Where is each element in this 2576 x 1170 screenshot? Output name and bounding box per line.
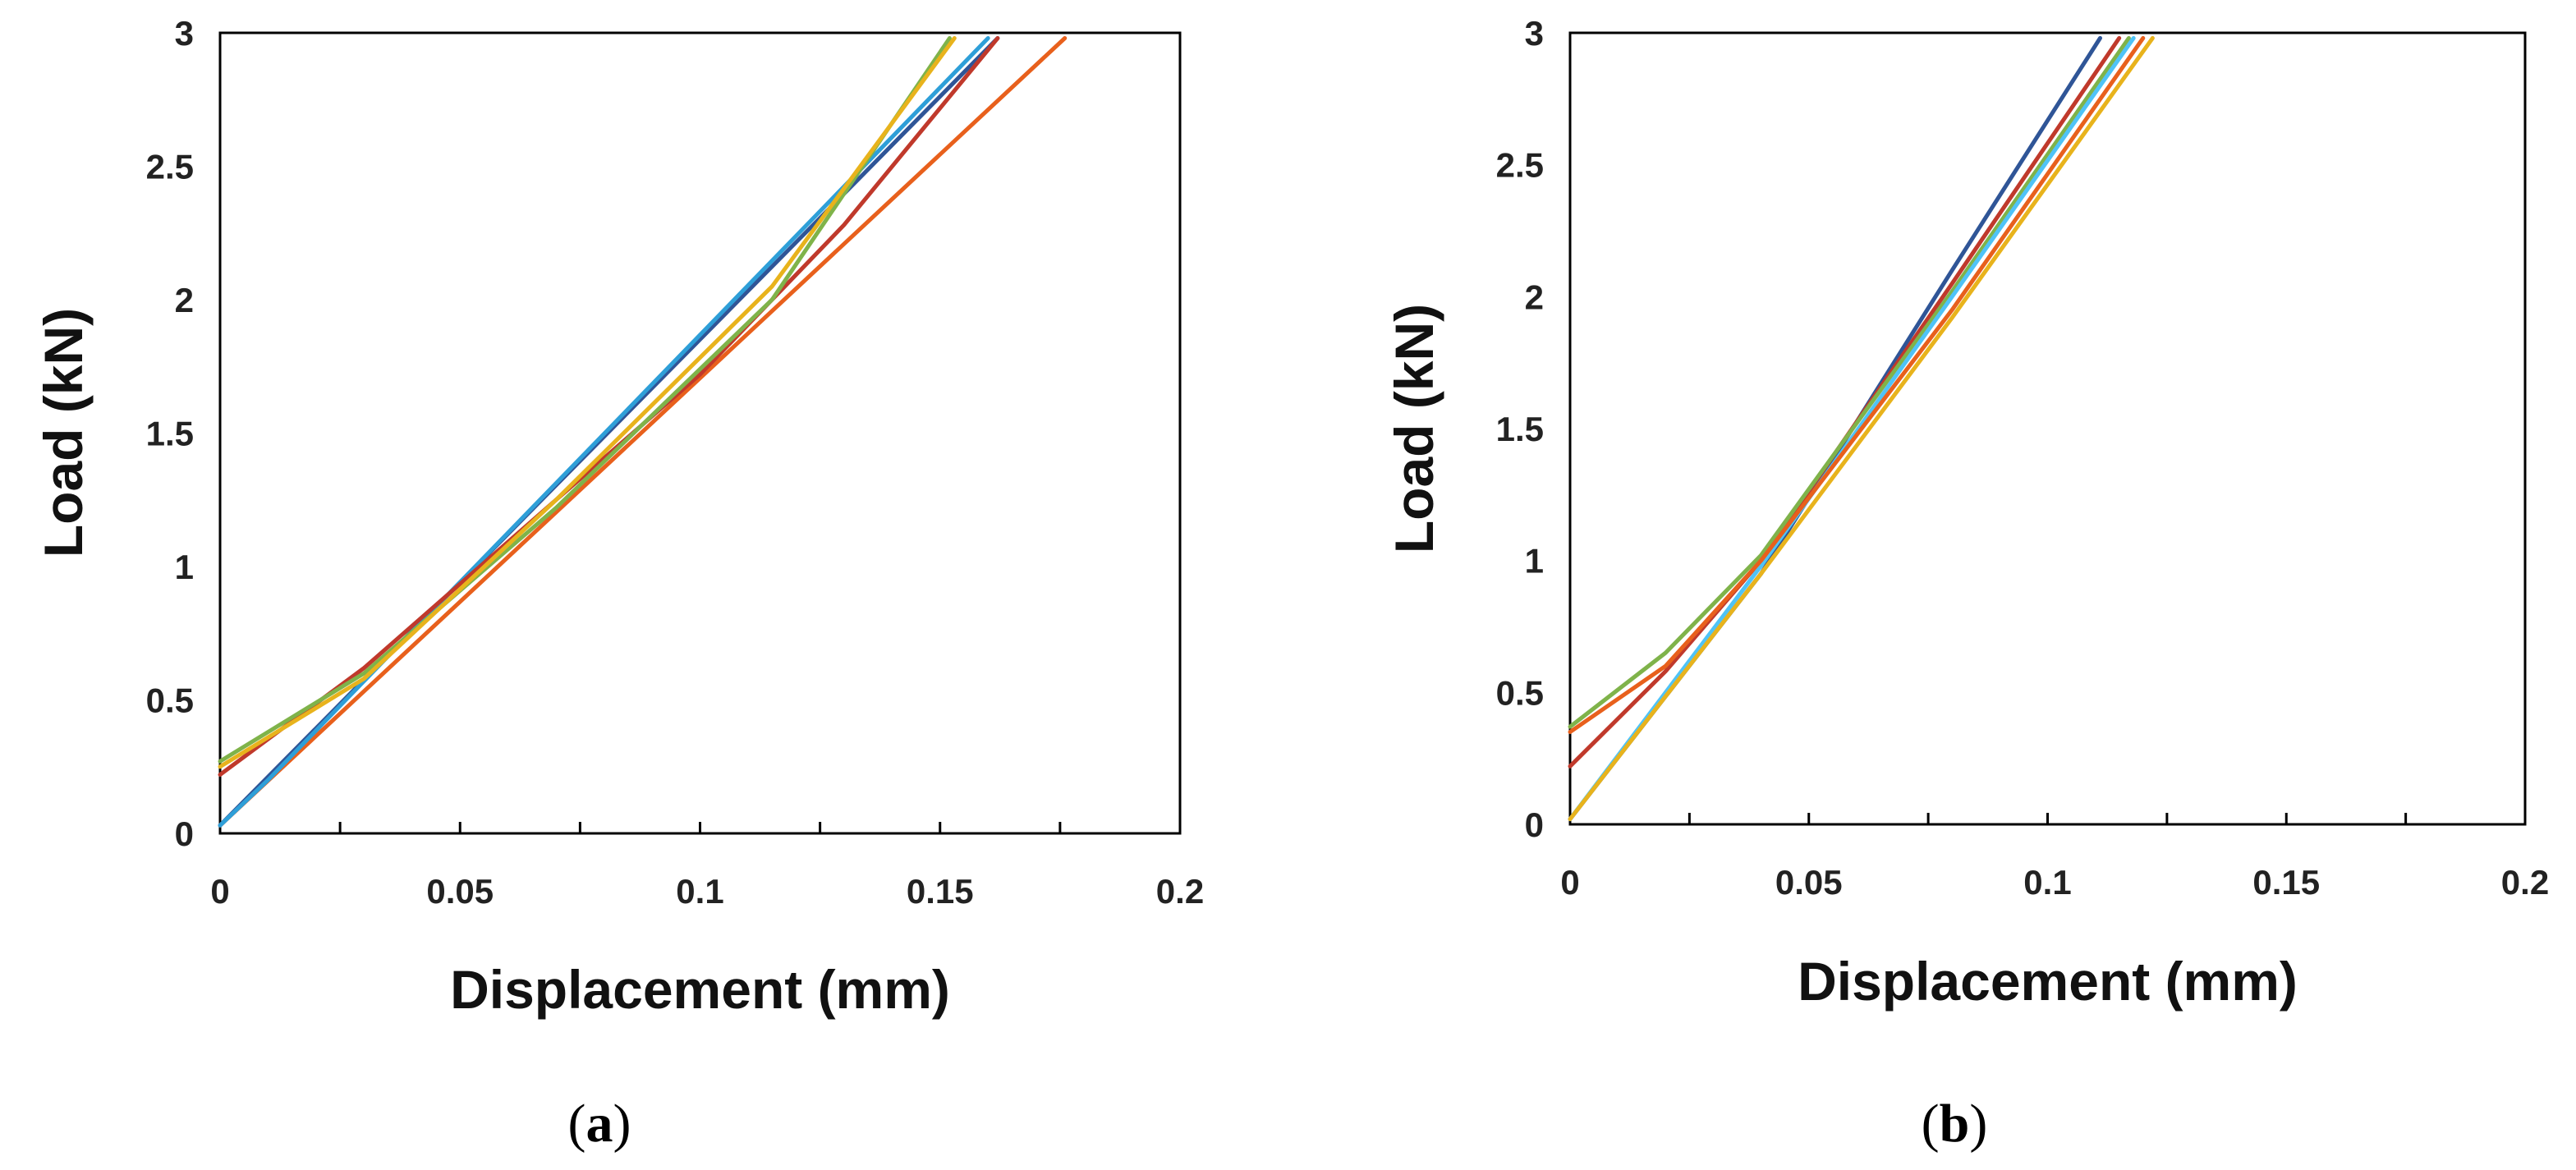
y-tick-label: 3 — [1525, 14, 1544, 53]
x-tick-label: 0.1 — [2023, 863, 2071, 902]
y-tick-label: 2 — [1525, 278, 1544, 316]
y-tick-label: 0 — [175, 814, 194, 853]
x-tick-label: 0.2 — [1156, 872, 1204, 911]
panel-caption-letter: b — [1940, 1094, 1970, 1154]
y-axis-title: Load (kN) — [33, 308, 94, 557]
y-tick-label: 0.5 — [1496, 673, 1544, 712]
y-tick-label: 0.5 — [146, 681, 194, 720]
y-tick-label: 1 — [175, 548, 194, 586]
series-line-2 — [1568, 35, 2122, 769]
panel-caption-letter: a — [586, 1094, 613, 1154]
x-axis-title: Displacement (mm) — [1798, 951, 2298, 1012]
y-tick-label: 1 — [1525, 542, 1544, 580]
x-tick-label: 0.1 — [676, 872, 723, 911]
x-tick-label: 0.2 — [2501, 863, 2549, 902]
y-tick-label: 2.5 — [1496, 146, 1544, 185]
x-tick-label: 0.15 — [907, 872, 974, 911]
chart-a: 0 0.05 0.1 0.15 0.2 0 0.5 1 1.5 2 2.5 3 Displacement… — [33, 14, 1204, 1154]
y-tick-label: 1.5 — [146, 415, 194, 453]
panel-caption: (b) — [1922, 1094, 1988, 1154]
y-tick-label: 0 — [1525, 805, 1544, 844]
chart-b: 0 0.05 0.1 0.15 0.2 0 0.5 1 1.5 2 2.5 3 Displacement… — [1384, 14, 2549, 1154]
y-tick-label: 2 — [175, 281, 194, 319]
series-line-5 — [1568, 35, 2146, 734]
x-axis-title: Displacement (mm) — [450, 959, 950, 1020]
series-line-3 — [218, 36, 990, 828]
y-tick-label: 2.5 — [146, 148, 194, 186]
y-tick-label: 3 — [175, 14, 194, 53]
x-tick-label: 0 — [210, 872, 229, 911]
y-axis-title: Load (kN) — [1384, 304, 1444, 553]
plot-frame — [218, 31, 1182, 835]
series-line-1 — [1568, 35, 2102, 822]
x-tick-label: 0.15 — [2252, 863, 2320, 902]
panel-caption: (a) — [568, 1094, 631, 1154]
series-line-3 — [1568, 35, 2131, 729]
x-tick-label: 0.05 — [426, 872, 494, 911]
x-tick-label: 0.05 — [1775, 863, 1843, 902]
y-tick-label: 1.5 — [1496, 410, 1544, 448]
series-line-5 — [218, 36, 952, 764]
series-line-1 — [218, 36, 1068, 828]
series-line-6 — [218, 36, 957, 769]
series-line-6 — [1568, 35, 2155, 822]
x-tick-label: 0 — [1560, 863, 1579, 902]
series-line-4 — [1568, 35, 2136, 822]
